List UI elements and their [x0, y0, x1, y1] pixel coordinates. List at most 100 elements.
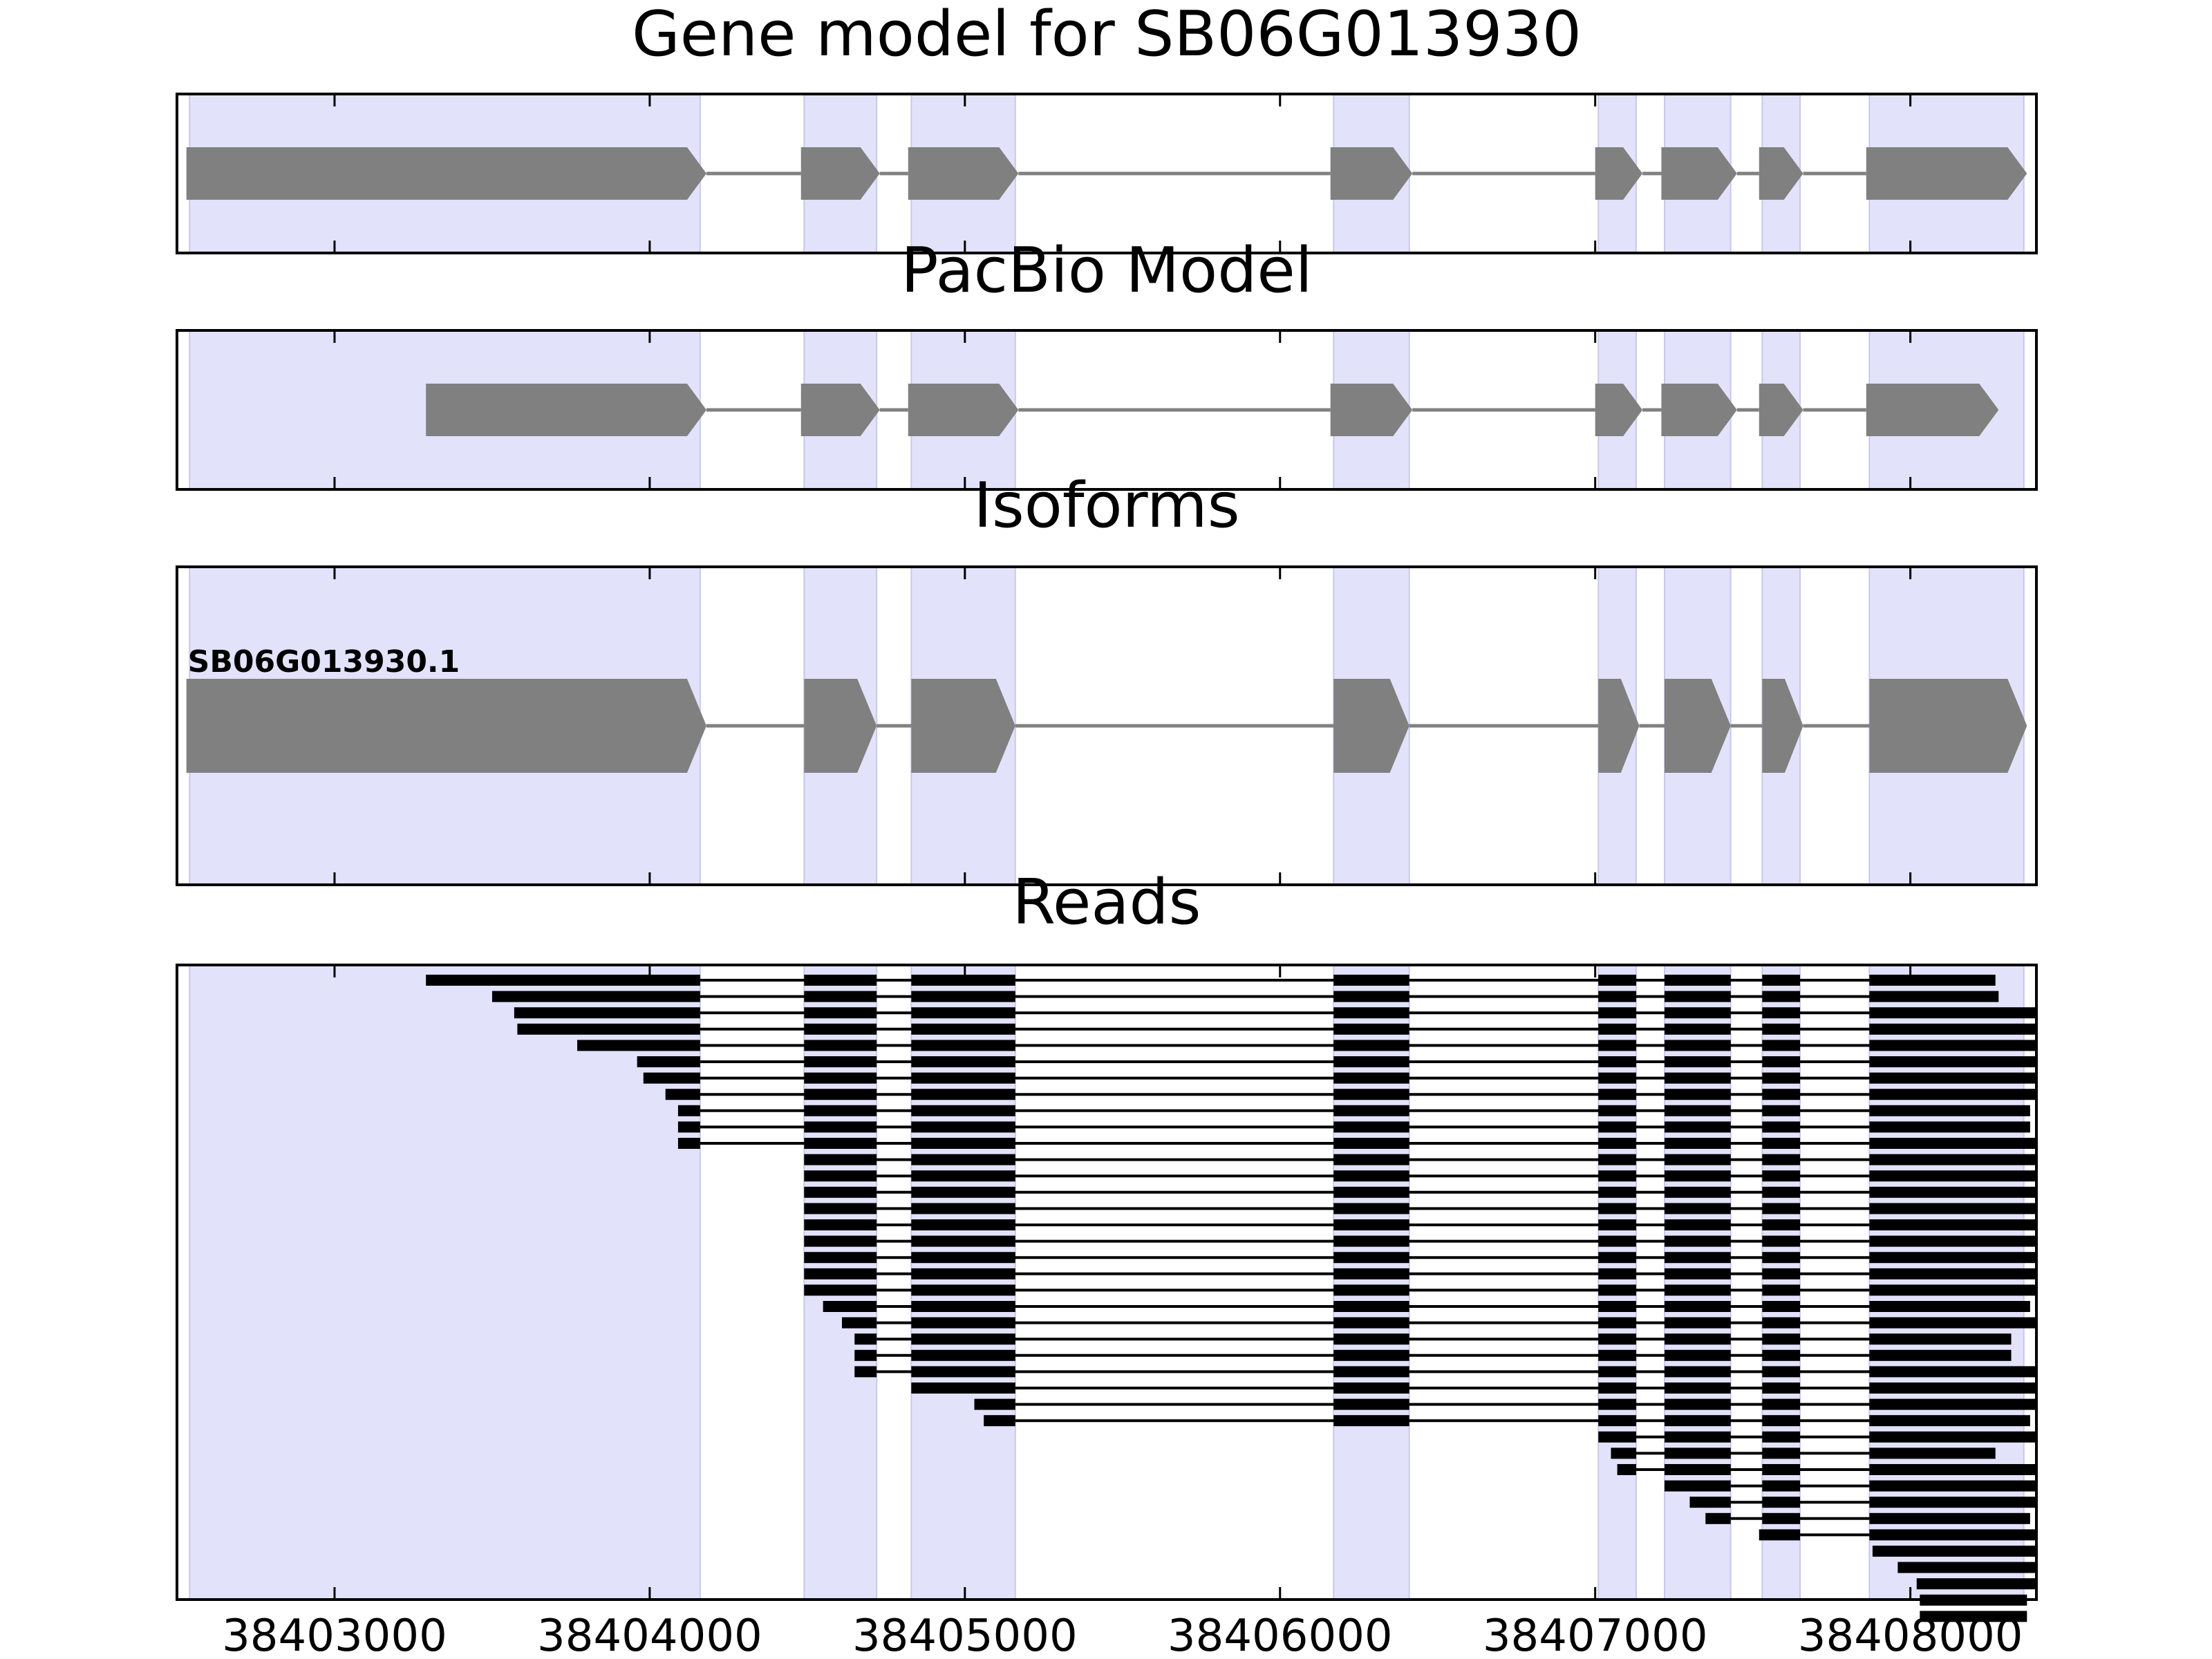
read-block — [1665, 1317, 1731, 1329]
read-block — [911, 1317, 1015, 1329]
read-block — [1869, 1138, 2036, 1149]
read-block — [1762, 1203, 1801, 1215]
read-block — [1333, 1219, 1409, 1230]
read-block — [1598, 1333, 1636, 1345]
read-block — [1611, 1447, 1636, 1459]
read-block — [1762, 1497, 1801, 1508]
read-block — [1598, 1170, 1636, 1182]
read-block — [1762, 1040, 1801, 1051]
read-block — [1598, 1382, 1636, 1394]
exon-block — [1333, 679, 1409, 773]
read-block — [1665, 1268, 1731, 1280]
read-block — [911, 1007, 1015, 1019]
read-block — [1333, 991, 1409, 1002]
read-block — [1333, 1056, 1409, 1067]
read-block — [1665, 1121, 1731, 1133]
gene-model-panel: Gene model for SB06G013930 — [176, 0, 2038, 254]
read-block — [1665, 1203, 1731, 1215]
read-block — [1762, 1023, 1801, 1035]
read-block — [804, 1203, 877, 1215]
exon-block — [186, 679, 706, 773]
panel-title: Reads — [1012, 866, 1201, 939]
read-block — [1665, 1089, 1731, 1100]
panel-features — [186, 147, 2027, 200]
exon-block — [1866, 147, 2027, 200]
read-block — [1869, 1219, 2036, 1230]
read-block — [1598, 991, 1636, 1002]
read-block — [1333, 1382, 1409, 1394]
read-block — [1869, 1154, 2036, 1165]
read-block — [911, 1186, 1015, 1198]
panel-features — [426, 975, 2036, 1622]
read-block — [1869, 1170, 2036, 1182]
read-block — [1869, 1284, 2036, 1296]
read-block — [1333, 1007, 1409, 1019]
x-tick-label: 38407000 — [1483, 1611, 1708, 1659]
read-block — [1762, 1235, 1801, 1247]
exon-block — [1665, 679, 1731, 773]
exon-block — [800, 384, 880, 436]
panel-frame — [176, 964, 2038, 1601]
read-block — [1920, 1611, 2027, 1622]
read-block — [911, 1284, 1015, 1296]
read-block — [1665, 1235, 1731, 1247]
read-block — [1762, 1121, 1801, 1133]
read-block — [804, 1268, 877, 1280]
highlight-bands — [189, 964, 2025, 1600]
read-block — [1333, 1089, 1409, 1100]
exon-block — [1330, 147, 1413, 200]
read-block — [1762, 1284, 1801, 1296]
read-block — [677, 1138, 700, 1149]
read-block — [1869, 1203, 2036, 1215]
read-block — [804, 1284, 877, 1296]
read-block — [1869, 1529, 2036, 1541]
read-block — [804, 1138, 877, 1149]
read-block — [517, 1023, 700, 1035]
read-block — [1869, 1105, 2030, 1116]
read-block — [1762, 1072, 1801, 1084]
read-block — [1762, 1154, 1801, 1165]
read-block — [1665, 1154, 1731, 1165]
x-tick-label: 38406000 — [1168, 1611, 1393, 1659]
read-block — [1333, 1023, 1409, 1035]
read-block — [1598, 1105, 1636, 1116]
read-block — [1665, 991, 1731, 1002]
read-block — [842, 1317, 877, 1329]
read-block — [1869, 975, 1996, 986]
read-block — [1665, 1007, 1731, 1019]
read-block — [1869, 1317, 2036, 1329]
read-block — [1869, 1268, 2036, 1280]
read-block — [804, 991, 877, 1002]
exon-block — [1595, 384, 1643, 436]
panel-features — [426, 384, 1999, 436]
read-block — [1689, 1497, 1731, 1508]
read-block — [804, 1235, 877, 1247]
read-block — [1333, 1186, 1409, 1198]
pacbio-model-panel: PacBio Model — [176, 234, 2038, 491]
isoforms-panel: SB06G013930.1 Isoforms — [176, 469, 2038, 886]
read-block — [1869, 1366, 2036, 1378]
read-block — [1598, 1203, 1636, 1215]
read-block — [1665, 1023, 1731, 1035]
x-tick-label: 38408000 — [1798, 1611, 2023, 1659]
read-block — [1333, 975, 1409, 986]
read-block — [1598, 1398, 1636, 1410]
read-block — [1762, 1333, 1801, 1345]
exon-block — [911, 679, 1015, 773]
cluster-band — [803, 964, 878, 1600]
read-block — [1869, 1186, 2036, 1198]
read-block — [911, 1203, 1015, 1215]
panel-frame — [176, 93, 2038, 254]
tick-marks — [333, 965, 1912, 1600]
read-block — [911, 1105, 1015, 1116]
read-block — [1598, 1431, 1636, 1443]
read-block — [1665, 1105, 1731, 1116]
read-block — [804, 1056, 877, 1067]
read-block — [1869, 1431, 2036, 1443]
read-block — [911, 1301, 1015, 1312]
read-block — [1665, 1284, 1731, 1296]
read-block — [974, 1398, 1015, 1410]
read-block — [911, 1089, 1015, 1100]
read-block — [1598, 1007, 1636, 1019]
exon-block — [1661, 384, 1737, 436]
